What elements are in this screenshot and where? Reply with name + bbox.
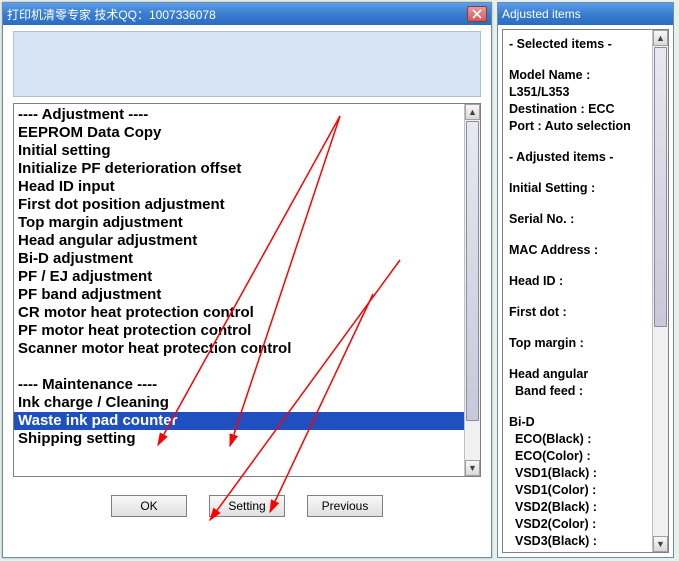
bid-item: VSD2(Color) : (509, 516, 646, 533)
list-item[interactable]: ---- Adjustment ---- (18, 106, 460, 124)
window-title: 打印机清零专家 技术QQ：1007336078 (7, 6, 467, 23)
ok-button[interactable]: OK (111, 495, 187, 517)
side-scroll-up-button[interactable]: ▲ (653, 30, 668, 46)
adjustment-list-container: ---- Adjustment ----EEPROM Data CopyInit… (13, 103, 481, 477)
band-feed-label: Band feed : (509, 383, 646, 400)
destination-label: Destination : ECC (509, 101, 646, 118)
list-item[interactable]: Initialize PF deterioration offset (18, 160, 460, 178)
bid-item: VSD1(Color) : (509, 482, 646, 499)
bid-item: VSD2(Black) : (509, 499, 646, 516)
list-item[interactable]: PF band adjustment (18, 286, 460, 304)
list-item[interactable]: Top margin adjustment (18, 214, 460, 232)
close-button[interactable] (467, 6, 487, 22)
list-item[interactable]: PF motor heat protection control (18, 322, 460, 340)
list-item[interactable] (18, 358, 460, 376)
head-id-label: Head ID : (509, 273, 646, 290)
listbox-scrollbar[interactable]: ▲ ▼ (464, 104, 480, 476)
close-icon (472, 9, 482, 19)
side-scroll-down-button[interactable]: ▼ (653, 536, 668, 552)
list-item[interactable]: Bi-D adjustment (18, 250, 460, 268)
list-item[interactable]: CR motor heat protection control (18, 304, 460, 322)
serial-no-label: Serial No. : (509, 211, 646, 228)
list-item[interactable]: ---- Maintenance ---- (18, 376, 460, 394)
adjusted-items-header: - Adjusted items - (509, 149, 646, 166)
top-margin-label: Top margin : (509, 335, 646, 352)
side-window-title: Adjusted items (502, 7, 669, 21)
list-item[interactable]: PF / EJ adjustment (18, 268, 460, 286)
adjustment-listbox[interactable]: ---- Adjustment ----EEPROM Data CopyInit… (14, 104, 464, 476)
port-label: Port : Auto selection (509, 118, 646, 135)
list-item[interactable]: Scanner motor heat protection control (18, 340, 460, 358)
bid-label: Bi-D (509, 414, 646, 431)
list-item[interactable]: Initial setting (18, 142, 460, 160)
list-item[interactable]: Ink charge / Cleaning (18, 394, 460, 412)
list-item[interactable]: Head ID input (18, 178, 460, 196)
info-panel (13, 31, 481, 97)
list-item[interactable]: Head angular adjustment (18, 232, 460, 250)
side-scroll-thumb[interactable] (654, 47, 667, 327)
scroll-up-button[interactable]: ▲ (465, 104, 480, 120)
list-item[interactable]: Waste ink pad counter (14, 412, 464, 430)
initial-setting-label: Initial Setting : (509, 180, 646, 197)
titlebar: 打印机清零专家 技术QQ：1007336078 (3, 3, 491, 25)
side-titlebar: Adjusted items (498, 3, 673, 25)
bid-item: VSD3(Black) : (509, 533, 646, 550)
model-name-value: L351/L353 (509, 84, 646, 101)
bid-item: ECO(Black) : (509, 431, 646, 448)
button-row: OK Setting Previous (3, 495, 491, 517)
scroll-thumb[interactable] (466, 121, 479, 421)
side-content: - Selected items - Model Name : L351/L35… (503, 30, 652, 552)
model-name-label: Model Name : (509, 67, 646, 84)
selected-items-header: - Selected items - (509, 36, 646, 53)
list-item[interactable]: Shipping setting (18, 430, 460, 448)
bid-item: ECO(Color) : (509, 448, 646, 465)
side-body: - Selected items - Model Name : L351/L35… (502, 29, 669, 553)
scroll-down-button[interactable]: ▼ (465, 460, 480, 476)
setting-button[interactable]: Setting (209, 495, 285, 517)
list-item[interactable]: EEPROM Data Copy (18, 124, 460, 142)
head-angular-label: Head angular (509, 366, 646, 383)
side-window: Adjusted items - Selected items - Model … (497, 2, 674, 558)
list-item[interactable] (18, 448, 460, 466)
first-dot-label: First dot : (509, 304, 646, 321)
list-item[interactable]: First dot position adjustment (18, 196, 460, 214)
mac-address-label: MAC Address : (509, 242, 646, 259)
main-window: 打印机清零专家 技术QQ：1007336078 ---- Adjustment … (2, 2, 492, 558)
previous-button[interactable]: Previous (307, 495, 383, 517)
bid-item: VSD1(Black) : (509, 465, 646, 482)
side-scrollbar[interactable]: ▲ ▼ (652, 30, 668, 552)
